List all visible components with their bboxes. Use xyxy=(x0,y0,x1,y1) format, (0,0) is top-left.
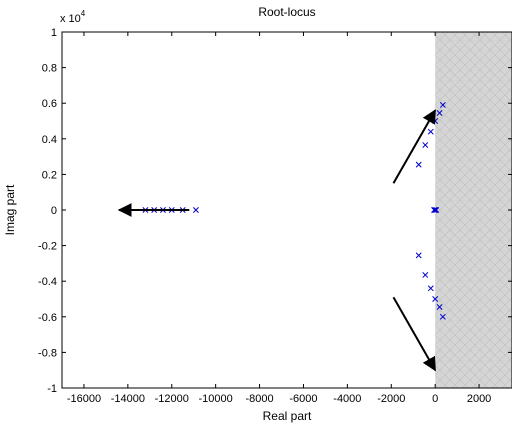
pole-marker xyxy=(415,161,422,168)
y-exponent-base: x 10 xyxy=(60,13,81,25)
x-tick-label: -10000 xyxy=(199,393,233,405)
chart-title: Root-locus xyxy=(258,5,315,19)
unstable-region xyxy=(435,32,512,388)
y-exponent-label: x 104 xyxy=(60,9,86,25)
pole-marker xyxy=(427,128,434,135)
y-tick-label: -1 xyxy=(47,383,57,395)
pole-marker xyxy=(422,272,429,278)
x-tick-label: -14000 xyxy=(111,393,145,405)
x-tick-label: -16000 xyxy=(67,393,101,405)
pole-marker xyxy=(439,313,446,320)
pole-marker xyxy=(422,142,429,148)
x-tick-label: 0 xyxy=(432,393,438,405)
pole-marker xyxy=(415,252,422,259)
x-axis-label: Real part xyxy=(263,409,312,423)
pole-marker xyxy=(431,207,438,213)
pole-marker xyxy=(439,102,446,108)
pole-marker xyxy=(192,207,199,213)
y-tick-label: 0.6 xyxy=(42,98,57,110)
pole-marker xyxy=(433,207,440,213)
x-tick-label: -12000 xyxy=(155,393,189,405)
x-tick-label: -2000 xyxy=(377,393,405,405)
locus-direction-arrow xyxy=(392,109,437,184)
svg-text:x 104: x 104 xyxy=(60,9,86,25)
x-tick-label: -4000 xyxy=(333,393,361,405)
y-tick-label: -0.4 xyxy=(38,276,57,288)
y-exponent-power: 4 xyxy=(81,9,86,18)
x-tick-label: 2000 xyxy=(467,393,491,405)
x-tick-label: -6000 xyxy=(289,393,317,405)
y-tick-label: -0.6 xyxy=(38,312,57,324)
pole-marker xyxy=(436,304,443,310)
y-tick-label: -0.8 xyxy=(38,347,57,359)
x-tick-label: -8000 xyxy=(245,393,273,405)
pole-marker xyxy=(432,207,439,213)
pole-marker xyxy=(427,285,434,292)
pole-marker xyxy=(432,296,439,302)
y-axis-label: Imag part xyxy=(3,184,17,235)
y-tick-label: 0.8 xyxy=(42,63,57,75)
y-tick-label: 1 xyxy=(51,27,57,39)
y-tick-label: 0.4 xyxy=(42,134,57,146)
y-tick-label: -0.2 xyxy=(38,241,57,253)
locus-direction-arrow xyxy=(392,296,437,372)
y-tick-label: 0 xyxy=(51,205,57,217)
y-tick-label: 0.2 xyxy=(42,169,57,181)
pole-marker xyxy=(436,110,443,116)
